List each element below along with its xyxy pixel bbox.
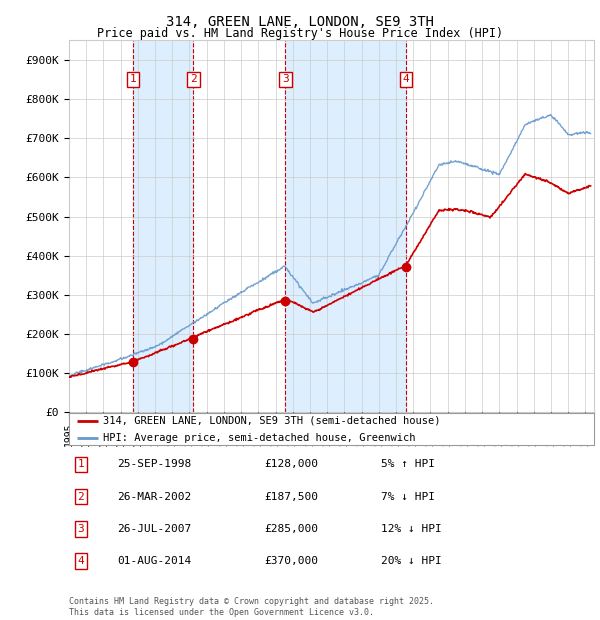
Text: HPI: Average price, semi-detached house, Greenwich: HPI: Average price, semi-detached house,… (103, 433, 416, 443)
Text: 4: 4 (403, 74, 409, 84)
Text: 4: 4 (77, 556, 85, 566)
Text: 314, GREEN LANE, LONDON, SE9 3TH: 314, GREEN LANE, LONDON, SE9 3TH (166, 16, 434, 30)
Bar (286, 40, 406, 412)
Text: 2: 2 (77, 492, 85, 502)
Bar (133, 40, 193, 412)
Text: £128,000: £128,000 (264, 459, 318, 469)
Text: 2: 2 (190, 74, 197, 84)
Text: 1: 1 (77, 459, 85, 469)
Text: £285,000: £285,000 (264, 524, 318, 534)
Text: Contains HM Land Registry data © Crown copyright and database right 2025.
This d: Contains HM Land Registry data © Crown c… (69, 598, 434, 617)
Text: 26-MAR-2002: 26-MAR-2002 (117, 492, 191, 502)
Text: 7% ↓ HPI: 7% ↓ HPI (381, 492, 435, 502)
Text: 25-SEP-1998: 25-SEP-1998 (117, 459, 191, 469)
Text: 26-JUL-2007: 26-JUL-2007 (117, 524, 191, 534)
Text: 5% ↑ HPI: 5% ↑ HPI (381, 459, 435, 469)
Text: 20% ↓ HPI: 20% ↓ HPI (381, 556, 442, 566)
Text: 3: 3 (77, 524, 85, 534)
Text: £187,500: £187,500 (264, 492, 318, 502)
Text: £370,000: £370,000 (264, 556, 318, 566)
Text: 01-AUG-2014: 01-AUG-2014 (117, 556, 191, 566)
Text: 12% ↓ HPI: 12% ↓ HPI (381, 524, 442, 534)
Text: Price paid vs. HM Land Registry's House Price Index (HPI): Price paid vs. HM Land Registry's House … (97, 27, 503, 40)
Text: 3: 3 (282, 74, 289, 84)
Text: 1: 1 (130, 74, 137, 84)
Text: 314, GREEN LANE, LONDON, SE9 3TH (semi-detached house): 314, GREEN LANE, LONDON, SE9 3TH (semi-d… (103, 416, 440, 426)
